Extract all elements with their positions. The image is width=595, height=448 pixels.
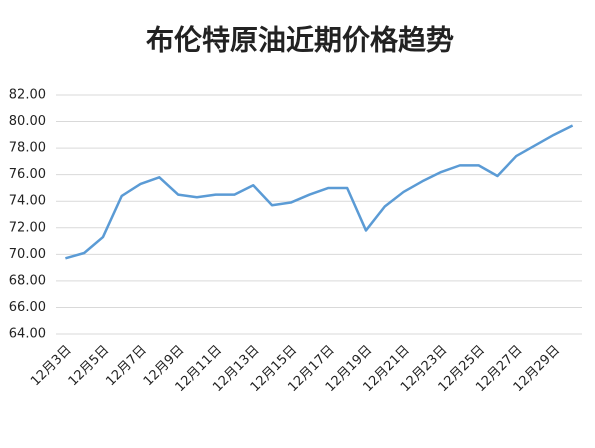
y-tick-label: 66.00 (9, 300, 46, 315)
chart-title: 布伦特原油近期价格趋势 (146, 24, 454, 57)
line-series (65, 124, 574, 260)
y-tick-label: 76.00 (9, 167, 46, 182)
y-tick-label: 64.00 (9, 327, 46, 342)
y-tick-label: 74.00 (9, 194, 46, 209)
y-tick-label: 70.00 (9, 247, 46, 262)
y-tick-label: 80.00 (9, 114, 46, 129)
y-tick-label: 68.00 (9, 273, 46, 288)
y-tick-label: 72.00 (9, 220, 46, 235)
y-tick-label: 82.00 (9, 88, 46, 103)
y-tick-label: 78.00 (9, 141, 46, 156)
